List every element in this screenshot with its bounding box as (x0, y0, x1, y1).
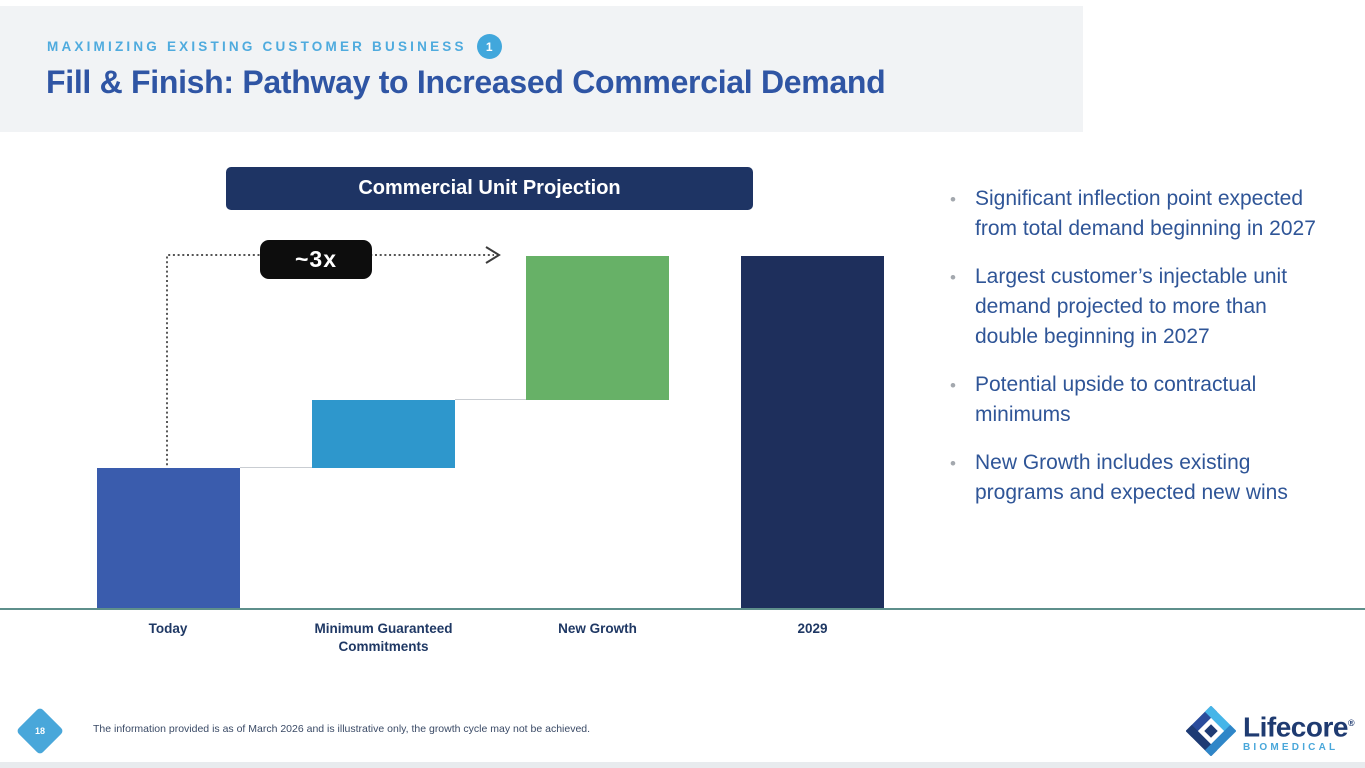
header-band: MAXIMIZING EXISTING CUSTOMER BUSINESS 1 … (0, 6, 1083, 132)
waterfall-connector (455, 399, 526, 401)
key-points-list: Significant inflection point expected fr… (948, 184, 1320, 526)
logo-subtitle: BIOMEDICAL (1243, 742, 1339, 754)
lifecore-diamond-icon (1186, 706, 1236, 756)
page-number-badge: 18 (15, 706, 65, 756)
registered-trademark-icon: ® (1347, 717, 1355, 728)
bullet-item: Largest customer’s injectable unit deman… (948, 262, 1320, 352)
multiplier-label: ~3x (260, 240, 372, 279)
slide-bottom-edge (0, 762, 1365, 768)
lifecore-logo-text: Lifecore® BIOMEDICAL (1243, 709, 1355, 754)
footnote: The information provided is as of March … (93, 723, 591, 735)
bullet-item: New Growth includes existing programs an… (948, 448, 1320, 508)
slide-title: Fill & Finish: Pathway to Increased Comm… (46, 64, 886, 100)
chart-category-label: New Growth (558, 621, 637, 636)
chart-category-label: Minimum Guaranteed Commitments (314, 621, 453, 654)
waterfall-connector (239, 467, 312, 469)
growth-arrow-icon (166, 246, 501, 470)
chart-category-label: Today (148, 621, 188, 636)
waterfall-bar (312, 399, 455, 468)
section-header: MAXIMIZING EXISTING CUSTOMER BUSINESS 1 (47, 34, 502, 59)
logo-name: Lifecore® (1243, 711, 1355, 743)
page-number: 18 (34, 725, 46, 736)
waterfall-bar (526, 255, 669, 400)
bullet-item: Potential upside to contractual minimums (948, 370, 1320, 430)
chart-category-label: 2029 (797, 621, 828, 636)
chart-title-banner: Commercial Unit Projection (226, 167, 753, 210)
waterfall-bar (741, 255, 884, 609)
section-number-badge: 1 (476, 34, 502, 59)
lifecore-logo: Lifecore® BIOMEDICAL (1186, 706, 1355, 756)
chart-title: Commercial Unit Projection (358, 177, 621, 199)
section-eyebrow: MAXIMIZING EXISTING CUSTOMER BUSINESS (47, 39, 467, 54)
chart-baseline (0, 608, 1365, 610)
waterfall-bar (96, 467, 240, 609)
bullet-item: Significant inflection point expected fr… (948, 184, 1320, 244)
